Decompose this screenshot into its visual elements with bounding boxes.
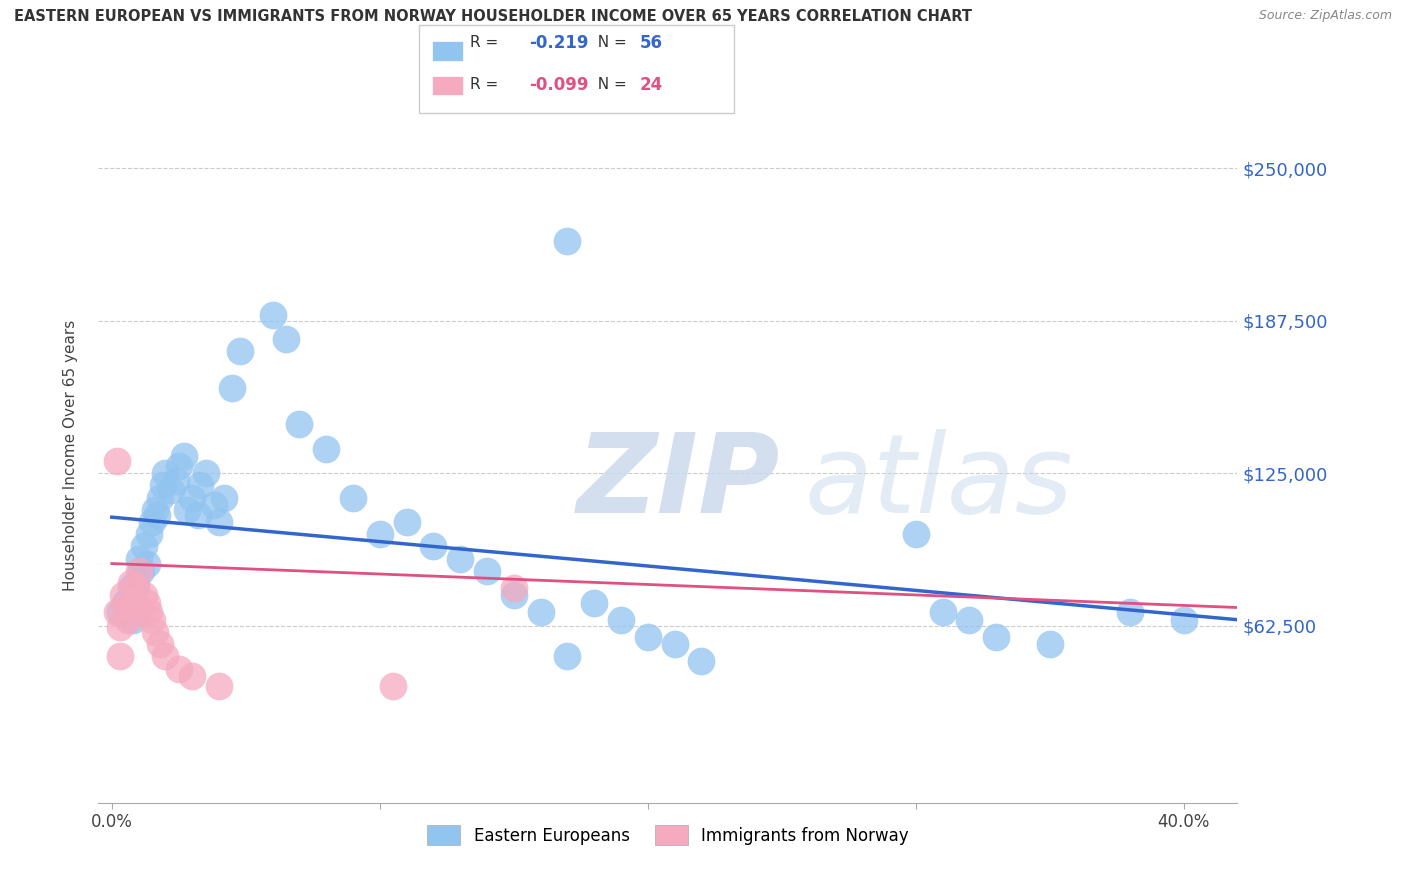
Point bbox=[502, 581, 524, 595]
Point bbox=[167, 458, 190, 473]
Point bbox=[155, 467, 177, 481]
Text: N =: N = bbox=[588, 78, 631, 92]
Point bbox=[229, 344, 252, 359]
Point bbox=[149, 637, 172, 651]
Point bbox=[167, 661, 190, 675]
Point bbox=[181, 491, 204, 505]
Point bbox=[132, 588, 155, 602]
Point bbox=[187, 508, 209, 522]
Point bbox=[690, 654, 713, 668]
Point bbox=[108, 649, 131, 664]
Point bbox=[173, 449, 195, 463]
Point bbox=[957, 613, 980, 627]
Text: N =: N = bbox=[588, 36, 631, 50]
Point bbox=[176, 503, 198, 517]
Text: atlas: atlas bbox=[804, 429, 1073, 536]
Text: R =: R = bbox=[470, 78, 508, 92]
Point bbox=[122, 613, 145, 627]
Point bbox=[138, 527, 160, 541]
Point bbox=[117, 613, 139, 627]
Text: 56: 56 bbox=[640, 34, 662, 52]
Point bbox=[108, 606, 131, 620]
Point bbox=[583, 596, 606, 610]
Point bbox=[557, 649, 579, 664]
Point bbox=[132, 540, 155, 554]
Point bbox=[475, 564, 498, 578]
Point bbox=[288, 417, 311, 432]
Y-axis label: Householder Income Over 65 years: Householder Income Over 65 years bbox=[63, 319, 77, 591]
Point bbox=[194, 467, 217, 481]
Point bbox=[262, 308, 284, 322]
Point bbox=[143, 503, 166, 517]
Point bbox=[208, 679, 231, 693]
Point bbox=[135, 596, 157, 610]
Point bbox=[159, 483, 181, 498]
Point bbox=[105, 454, 128, 468]
Point bbox=[141, 515, 163, 529]
Point bbox=[904, 527, 927, 541]
Point bbox=[1173, 613, 1195, 627]
Point bbox=[931, 606, 953, 620]
Point bbox=[502, 588, 524, 602]
Text: Source: ZipAtlas.com: Source: ZipAtlas.com bbox=[1258, 9, 1392, 22]
Point bbox=[1119, 606, 1142, 620]
Point bbox=[342, 491, 364, 505]
Point bbox=[149, 491, 172, 505]
Point bbox=[114, 596, 136, 610]
Legend: Eastern Europeans, Immigrants from Norway: Eastern Europeans, Immigrants from Norwa… bbox=[419, 816, 917, 854]
Point bbox=[129, 606, 152, 620]
Point bbox=[125, 576, 148, 591]
Text: 24: 24 bbox=[640, 76, 664, 94]
Point bbox=[221, 381, 243, 395]
Point bbox=[368, 527, 391, 541]
Point bbox=[114, 600, 136, 615]
Point bbox=[120, 576, 142, 591]
Point bbox=[111, 588, 134, 602]
Point bbox=[146, 508, 169, 522]
Point bbox=[422, 540, 444, 554]
Point bbox=[108, 620, 131, 634]
Point bbox=[395, 515, 418, 529]
Point bbox=[143, 624, 166, 639]
Point bbox=[529, 606, 551, 620]
Point bbox=[152, 478, 174, 492]
Point bbox=[664, 637, 686, 651]
Text: -0.219: -0.219 bbox=[529, 34, 588, 52]
Point bbox=[141, 613, 163, 627]
Point bbox=[382, 679, 405, 693]
Point bbox=[135, 557, 157, 571]
Text: -0.099: -0.099 bbox=[529, 76, 588, 94]
Point bbox=[155, 649, 177, 664]
Text: ZIP: ZIP bbox=[576, 429, 780, 536]
Point bbox=[129, 564, 152, 578]
Point bbox=[105, 606, 128, 620]
Point bbox=[984, 630, 1007, 644]
Text: R =: R = bbox=[470, 36, 508, 50]
Point bbox=[610, 613, 633, 627]
Point bbox=[188, 478, 211, 492]
Point bbox=[214, 491, 236, 505]
Point bbox=[637, 630, 659, 644]
Point bbox=[274, 332, 297, 346]
Point bbox=[181, 669, 204, 683]
Point bbox=[138, 606, 160, 620]
Point bbox=[165, 474, 187, 488]
Text: EASTERN EUROPEAN VS IMMIGRANTS FROM NORWAY HOUSEHOLDER INCOME OVER 65 YEARS CORR: EASTERN EUROPEAN VS IMMIGRANTS FROM NORW… bbox=[14, 9, 972, 24]
Point bbox=[315, 442, 337, 456]
Point bbox=[208, 515, 231, 529]
Point bbox=[202, 498, 225, 512]
Point bbox=[120, 581, 142, 595]
Point bbox=[449, 551, 471, 566]
Point bbox=[122, 596, 145, 610]
Point bbox=[128, 564, 150, 578]
Point bbox=[1039, 637, 1062, 651]
Point bbox=[557, 235, 579, 249]
Point bbox=[125, 581, 148, 595]
Point bbox=[128, 551, 150, 566]
